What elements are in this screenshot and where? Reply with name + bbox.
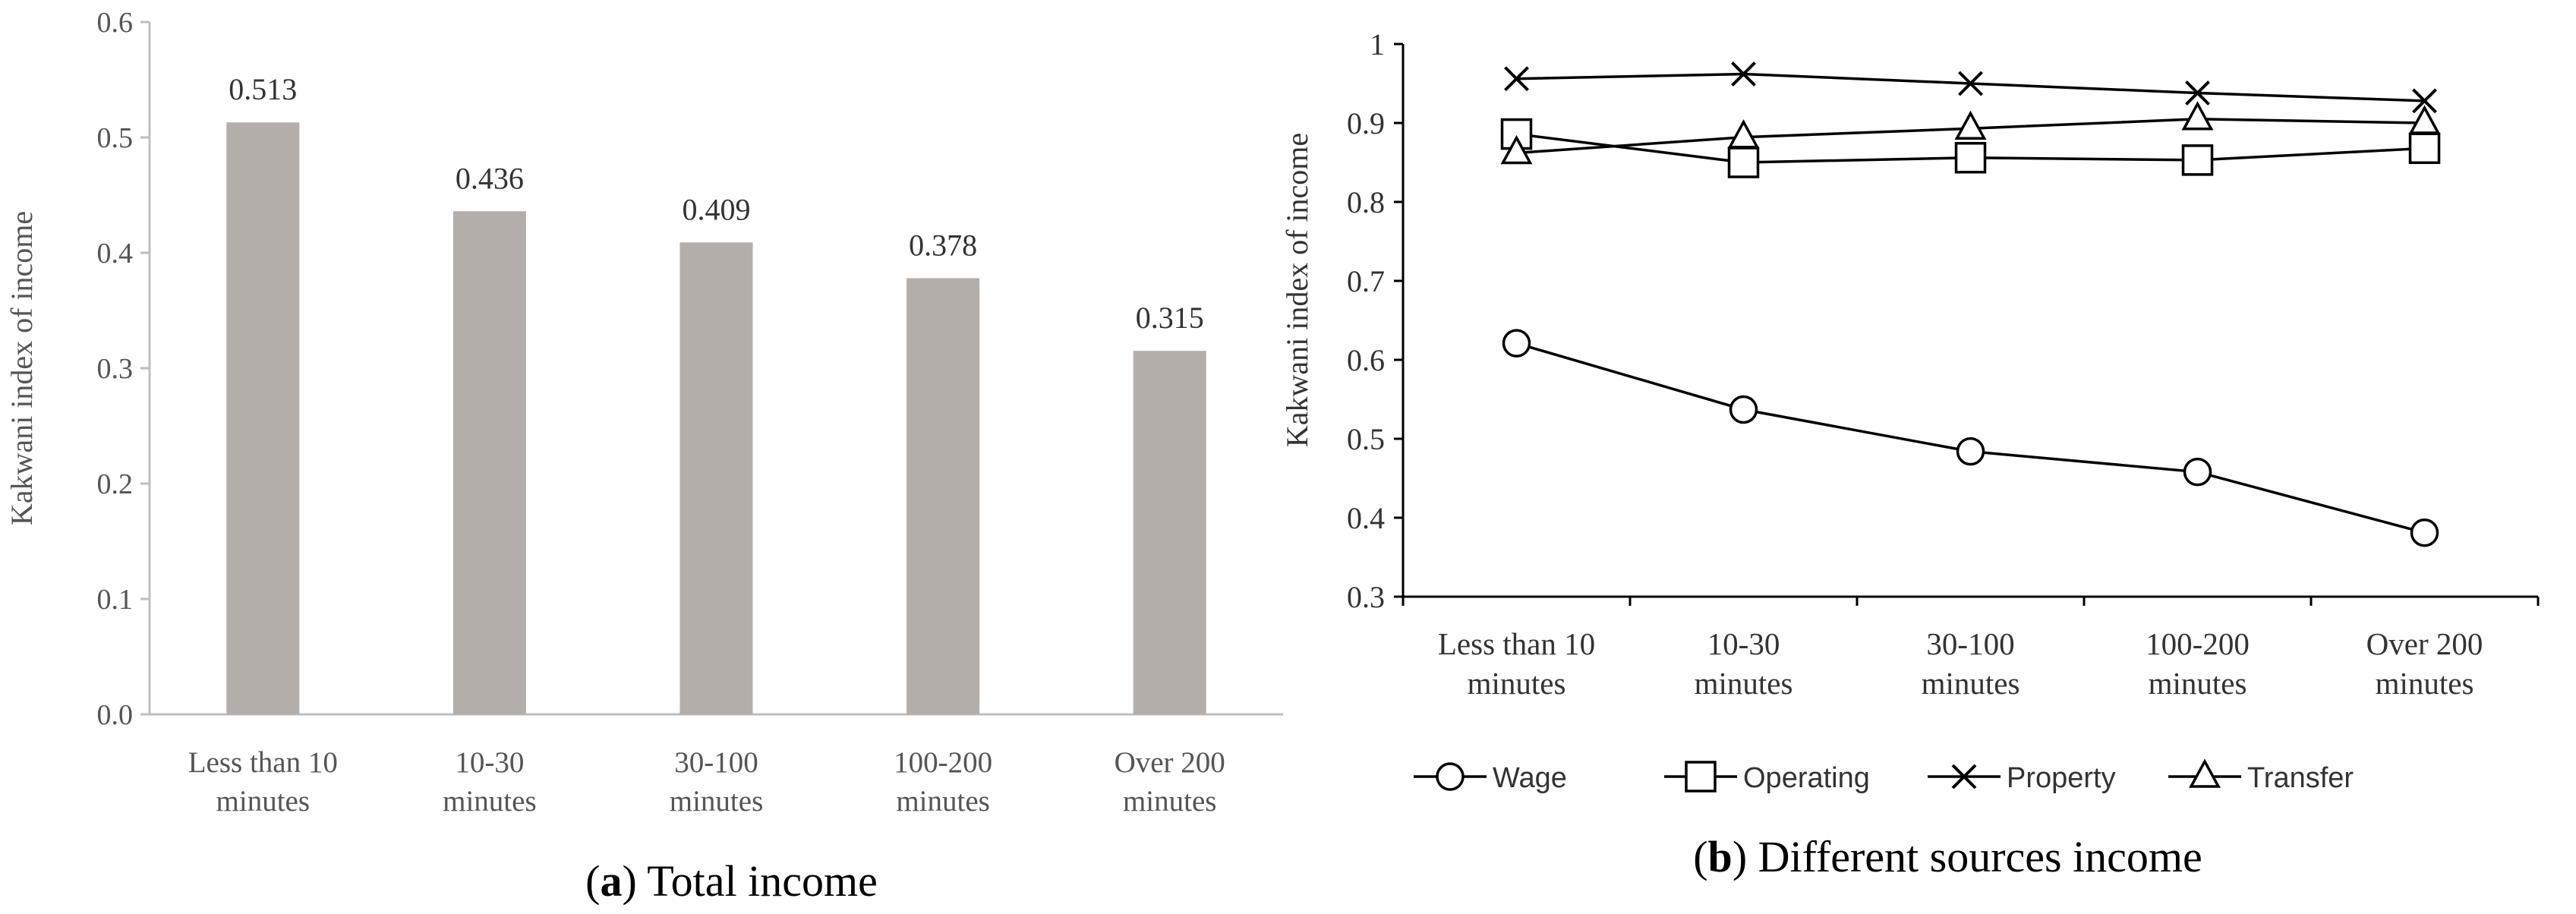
legend-marker-wage bbox=[1436, 762, 1465, 791]
series-wage bbox=[1502, 329, 2439, 547]
x-tick-label: minutes bbox=[443, 785, 537, 818]
x-tick-label: 100-200 bbox=[894, 746, 992, 779]
x-tick-label: 30-100 bbox=[1926, 626, 2014, 661]
y-tick-label: 0.1 bbox=[97, 584, 134, 616]
legend-item-wage: Wage bbox=[1414, 762, 1567, 794]
y-tick-label: 0.5 bbox=[1347, 422, 1385, 456]
x-tick-label: Over 200 bbox=[2366, 626, 2483, 661]
bar-data-label: 0.513 bbox=[229, 72, 297, 106]
x-tick-label: minutes bbox=[1468, 666, 1566, 701]
bar-data-label: 0.315 bbox=[1136, 301, 1204, 335]
data-point-property bbox=[1731, 61, 1756, 87]
bar bbox=[1133, 351, 1206, 714]
data-point-transfer bbox=[2181, 101, 2214, 131]
legend-item-transfer: Transfer bbox=[2168, 758, 2354, 794]
y-tick-label: 0.3 bbox=[97, 353, 134, 385]
caption-prefix: ( bbox=[585, 856, 600, 906]
caption: (b) Different sources income bbox=[1693, 832, 2202, 881]
legend-label: Wage bbox=[1493, 762, 1567, 794]
data-point-property bbox=[1504, 66, 1529, 92]
y-tick-label: 0.6 bbox=[1347, 343, 1385, 377]
x-tick-label: minutes bbox=[2376, 666, 2474, 701]
data-point-transfer bbox=[1727, 119, 1760, 149]
x-tick-label: 100-200 bbox=[2146, 626, 2250, 661]
legend-item-property: Property bbox=[1928, 762, 2116, 794]
bar bbox=[906, 278, 980, 714]
x-tick-label: 30-100 bbox=[674, 746, 758, 779]
bar-data-label: 0.436 bbox=[456, 161, 524, 195]
x-tick-label: Less than 10 bbox=[188, 746, 338, 779]
y-tick-label: 0.4 bbox=[97, 238, 134, 269]
x-tick-label: minutes bbox=[1922, 666, 2020, 701]
y-tick-label: 0.6 bbox=[97, 7, 134, 39]
legend-marker-property bbox=[1951, 764, 1977, 790]
x-tick-label: 10-30 bbox=[1707, 626, 1780, 661]
series-line-property bbox=[1516, 72, 2425, 102]
data-point-operating bbox=[1954, 142, 1987, 174]
data-point-transfer bbox=[1954, 110, 1987, 140]
y-axis-title: Kakwani index of income bbox=[5, 211, 39, 525]
legend-label: Operating bbox=[1743, 762, 1870, 794]
bar bbox=[226, 122, 300, 715]
legend: Wage Operating Property Transfer bbox=[1414, 758, 2354, 794]
x-tick-label: minutes bbox=[2149, 666, 2247, 701]
caption-letter: b bbox=[1708, 832, 1733, 881]
bar-data-label: 0.378 bbox=[909, 228, 977, 262]
bar bbox=[679, 242, 753, 714]
caption-prefix: ( bbox=[1693, 832, 1707, 881]
data-point-operating bbox=[2408, 132, 2441, 165]
y-tick-label: 0.8 bbox=[1347, 185, 1385, 219]
y-tick-label: 0.3 bbox=[1347, 580, 1385, 614]
chart-a-total-income: 0.0 0.1 0.2 0.3 0.4 0.5 0.6 Kakwani index of in… bbox=[5, 7, 1283, 906]
data-point-operating bbox=[2181, 144, 2214, 176]
data-point-property bbox=[2185, 80, 2210, 106]
data-point-transfer bbox=[2408, 105, 2441, 134]
x-tick-label: minutes bbox=[216, 785, 311, 818]
x-tick-label: minutes bbox=[1123, 785, 1217, 818]
legend-label: Transfer bbox=[2247, 762, 2354, 794]
series-transfer bbox=[1500, 101, 2441, 165]
data-point-wage bbox=[1729, 395, 1758, 424]
x-tick-label: Over 200 bbox=[1115, 746, 1225, 779]
data-point-wage bbox=[2410, 518, 2439, 547]
y-tick-label: 0.5 bbox=[97, 122, 134, 154]
y-tick-label: 0.2 bbox=[97, 468, 134, 500]
x-tick-label: 10-30 bbox=[455, 746, 524, 779]
legend-label: Property bbox=[2007, 762, 2116, 794]
data-point-wage bbox=[1956, 437, 1985, 466]
legend-marker-operating bbox=[1685, 761, 1717, 793]
legend-item-operating: Operating bbox=[1664, 761, 1870, 794]
data-point-transfer bbox=[1500, 134, 1533, 165]
data-point-wage bbox=[1502, 329, 1531, 358]
y-tick-label: 0.4 bbox=[1347, 501, 1385, 535]
caption-letter: a bbox=[600, 856, 622, 906]
y-tick-label: 0.0 bbox=[97, 699, 134, 731]
chart-b-different-sources-income: 0.3 0.4 0.5 0.6 0.7 0.8 0.9 1 Kakwani index of i… bbox=[1280, 27, 2540, 881]
x-tick-label: minutes bbox=[670, 785, 764, 818]
y-tick-label: 0.9 bbox=[1347, 106, 1385, 140]
caption-text: ) Total income bbox=[622, 856, 877, 906]
y-tick-label: 1 bbox=[1370, 27, 1385, 61]
bar bbox=[452, 211, 526, 714]
caption-text: ) Different sources income bbox=[1733, 832, 2202, 881]
data-point-property bbox=[1958, 71, 1983, 96]
series-property bbox=[1504, 61, 2437, 114]
bar-data-label: 0.409 bbox=[683, 192, 751, 226]
data-point-property bbox=[2412, 88, 2437, 114]
y-axis-title: Kakwani index of income bbox=[1280, 133, 1314, 447]
y-tick-label: 0.7 bbox=[1347, 264, 1385, 298]
x-tick-label: Less than 10 bbox=[1438, 626, 1595, 661]
x-tick-label: minutes bbox=[1695, 666, 1793, 701]
legend-marker-transfer bbox=[2189, 758, 2221, 788]
x-tick-label: minutes bbox=[896, 785, 990, 818]
caption: (a) Total income bbox=[585, 856, 878, 906]
data-point-operating bbox=[1727, 147, 1760, 178]
data-point-wage bbox=[2183, 457, 2212, 487]
